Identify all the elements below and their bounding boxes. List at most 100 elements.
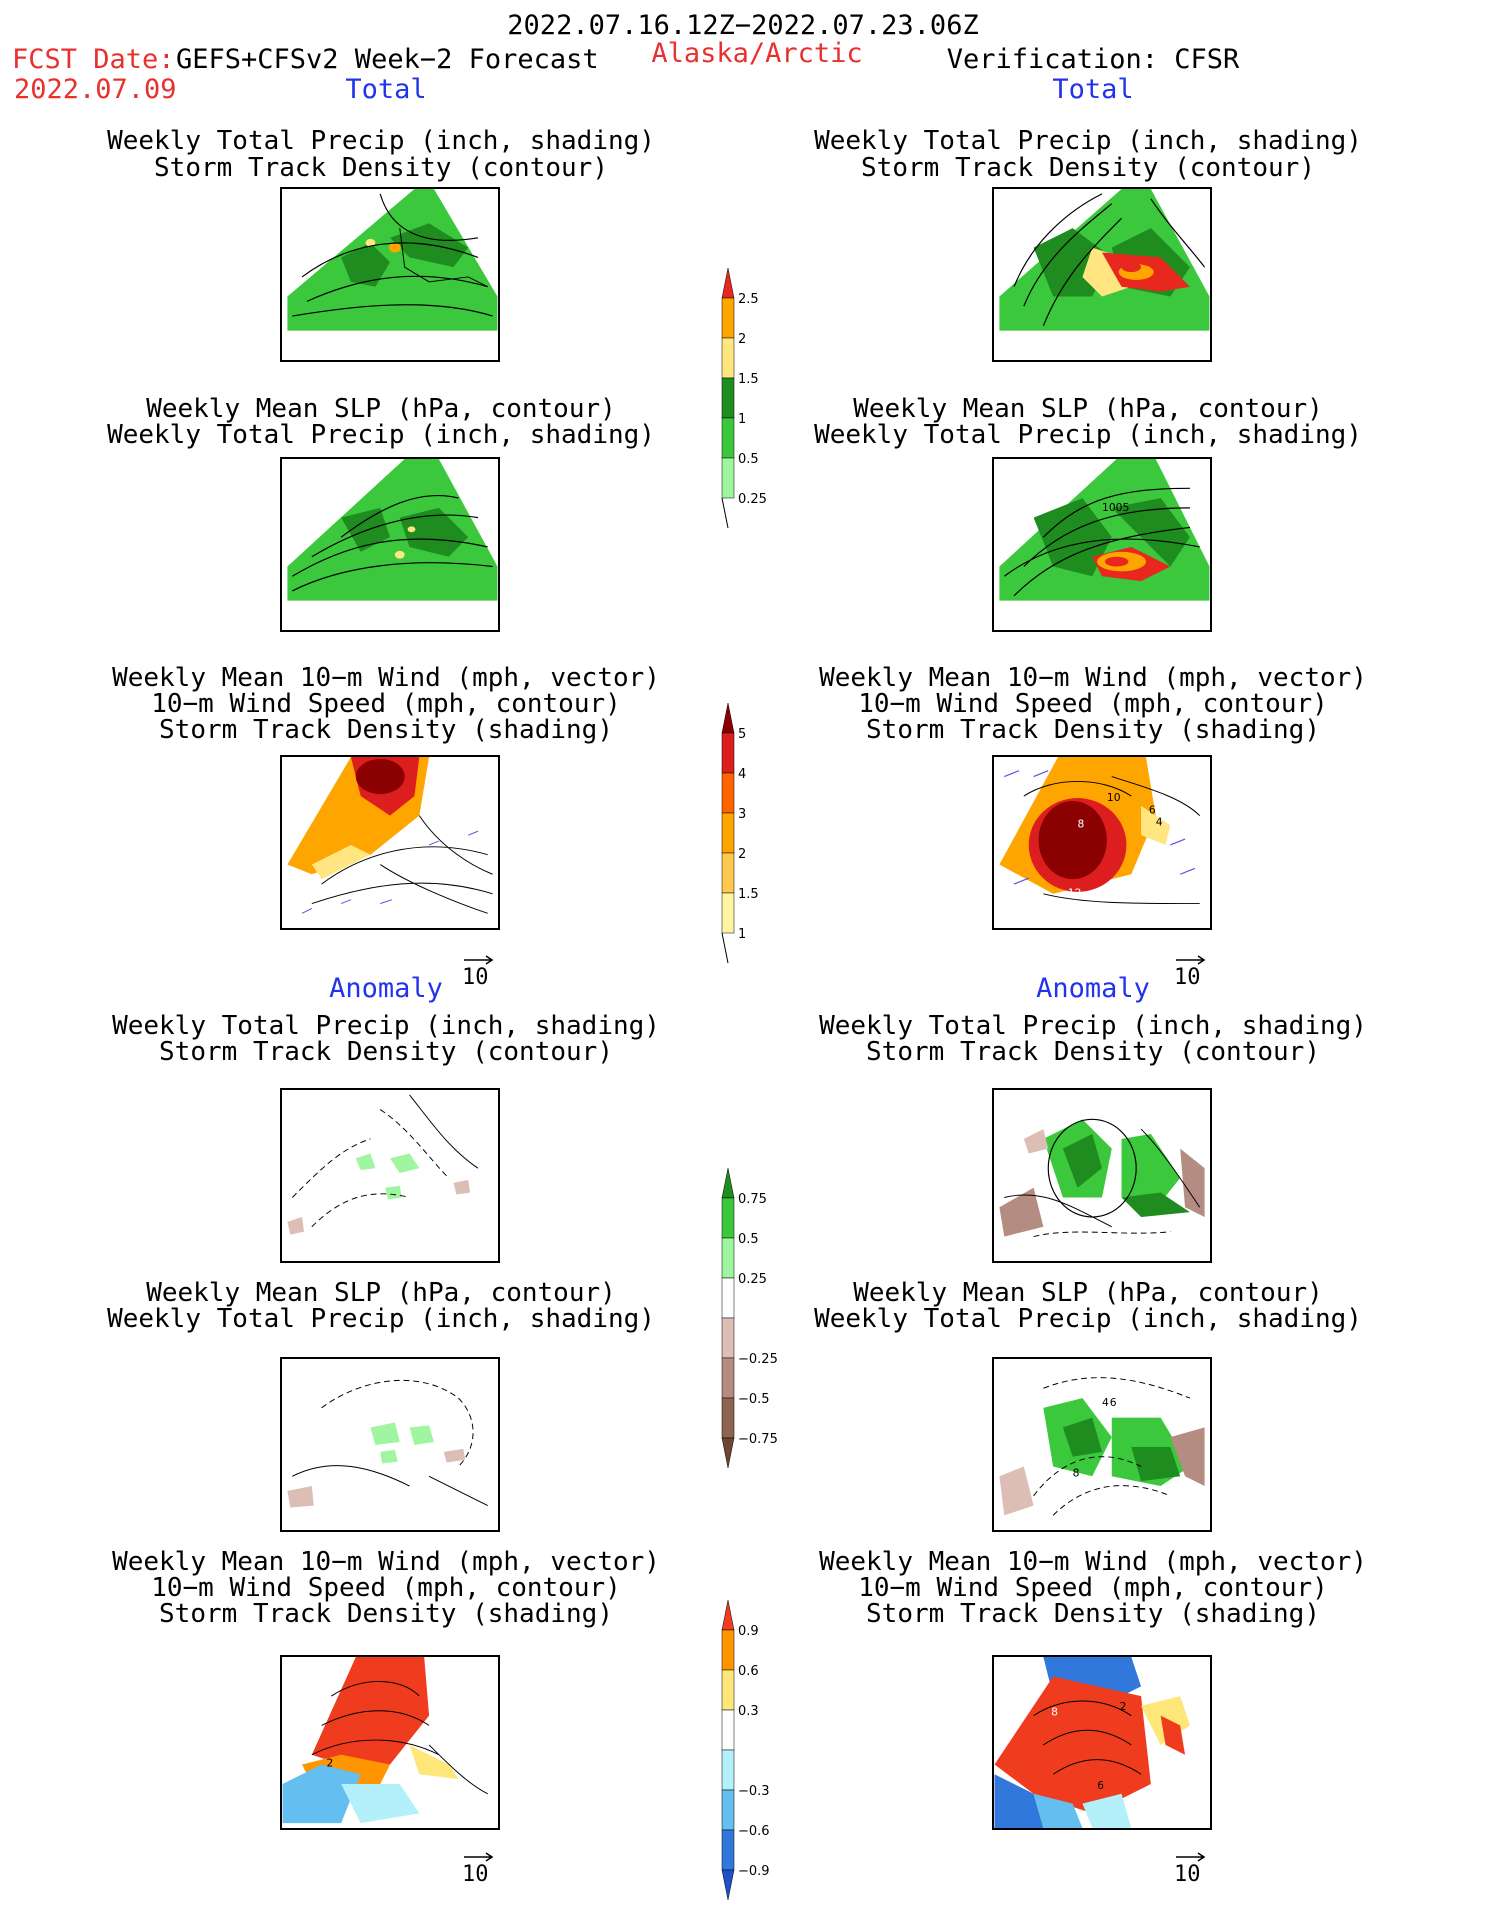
left-anom-slp-title-2: Weekly Total Precip (inch, shading) <box>107 1304 655 1334</box>
colorbar-tail <box>721 932 729 964</box>
colorbar-tick-label: 0.6 <box>738 1664 759 1679</box>
colorbar-swatch <box>721 457 735 499</box>
left-anom-wind-title-1: Weekly Mean 10−m Wind (mph, vector) <box>112 1547 660 1577</box>
vector-ref-right-total-value: 10 <box>1174 965 1201 990</box>
vector-ref-right-total: 10 <box>1174 955 1208 990</box>
fcst-date-label: FCST Date: <box>12 44 175 75</box>
right-total-label: Total <box>1052 74 1134 105</box>
colorbar-tick-label: 1 <box>738 412 746 427</box>
fcst-date: 2022.07.09 <box>14 74 177 105</box>
colorbar-tick-label: −0.6 <box>738 1824 770 1839</box>
right-anom-wind-title-1: Weekly Mean 10−m Wind (mph, vector) <box>819 1547 1367 1577</box>
colorbar-swatch <box>721 1237 735 1279</box>
right-anom-slp-title-2: Weekly Total Precip (inch, shading) <box>814 1304 1362 1334</box>
right-total-wind-title-2: 10−m Wind Speed (mph, contour) <box>858 689 1328 719</box>
wind-contour-label-1: 10 <box>1107 791 1121 804</box>
left-anom-precip-title-2: Storm Track Density (contour) <box>159 1037 613 1067</box>
left-total-precip-title-1: Weekly Total Precip (inch, shading) <box>107 126 655 156</box>
colorbar-tick-label: −0.9 <box>738 1864 770 1879</box>
left-total-label: Total <box>345 74 427 105</box>
left-total-slp-title-2: Weekly Total Precip (inch, shading) <box>107 420 655 450</box>
wind-contour-label-5: 12 <box>1068 887 1082 900</box>
colorbar-swatch <box>721 1709 735 1751</box>
colorbar-tick-label: −0.5 <box>738 1392 770 1407</box>
colorbar-precip-anom: 0.75 0.5 0.25 −0.25 −0.5 −0.75 <box>718 1167 788 1469</box>
colorbar-swatch <box>721 1197 735 1239</box>
colorbar-tick-label: −0.3 <box>738 1784 770 1799</box>
vector-ref-right-anom: 10 <box>1174 1852 1208 1887</box>
right-total-wind-title-1: Weekly Mean 10−m Wind (mph, vector) <box>819 663 1367 693</box>
colorbar-tick-label: 3 <box>738 807 746 822</box>
map-left-anom-precip <box>280 1088 500 1263</box>
colorbar-tick-label: 0.25 <box>738 492 767 507</box>
left-anom-slp-title-1: Weekly Mean SLP (hPa, contour) <box>146 1278 616 1308</box>
wind-contour-label-3: 4 <box>1156 815 1163 828</box>
right-anom-precip-title-1: Weekly Total Precip (inch, shading) <box>819 1011 1367 1041</box>
right-anom-slp-title-1: Weekly Mean SLP (hPa, contour) <box>853 1278 1323 1308</box>
right-anom-wind-title-3: Storm Track Density (shading) <box>866 1599 1320 1629</box>
colorbar-storm-total: 5 4 3 2 1.5 1 <box>718 702 788 993</box>
colorbar-tick-label: 4 <box>738 767 746 782</box>
map-right-anom-slp: 4 6 8 <box>992 1357 1212 1532</box>
left-total-slp-title-1: Weekly Mean SLP (hPa, contour) <box>146 394 616 424</box>
colorbar-swatch <box>721 337 735 379</box>
anom-wind-label: 2 <box>326 1756 333 1769</box>
colorbar-top-triangle <box>721 702 735 734</box>
colorbar-swatch <box>721 852 735 894</box>
left-total-wind-title-1: Weekly Mean 10−m Wind (mph, vector) <box>112 663 660 693</box>
colorbar-swatch <box>721 1317 735 1359</box>
colorbar-top-triangle <box>721 1599 735 1631</box>
colorbar-tick-label: 2 <box>738 847 746 862</box>
anom-slp-label-1: 4 <box>1102 1396 1109 1409</box>
vector-ref-right-anom-value: 10 <box>1174 1862 1201 1887</box>
map-left-total-wind <box>280 755 500 930</box>
colorbar-tick-label: 2.5 <box>738 292 759 307</box>
colorbar-precip-total: 2.5 2 1.5 1 0.5 0.25 <box>718 267 788 558</box>
colorbar-tick-label: 0.5 <box>738 452 759 467</box>
colorbar-tick-label: 1 <box>738 927 746 942</box>
valid-period: 2022.07.16.12Z−2022.07.23.06Z <box>507 10 979 41</box>
map-left-anom-wind: 2 <box>280 1655 500 1830</box>
region-label: Alaska/Arctic <box>651 38 863 69</box>
colorbar-tail <box>721 497 729 529</box>
colorbar-swatch <box>721 377 735 419</box>
colorbar-storm-total-svg: 5 4 3 2 1.5 1 <box>721 702 759 964</box>
colorbar-bottom-triangle <box>721 1437 735 1469</box>
right-total-wind-title-3: Storm Track Density (shading) <box>866 715 1320 745</box>
vector-ref-left-anom-value: 10 <box>462 1862 489 1887</box>
map-right-anom-wind: 8 2 6 <box>992 1655 1212 1830</box>
colorbar-tick-label: −0.75 <box>738 1432 778 1447</box>
colorbar-top-triangle <box>721 1167 735 1199</box>
colorbar-tick-label: 0.75 <box>738 1192 767 1207</box>
right-total-precip-title-2: Storm Track Density (contour) <box>861 153 1315 183</box>
colorbar-tick-label: 1.5 <box>738 887 759 902</box>
colorbar-swatch <box>721 812 735 854</box>
colorbar-tick-label: 2 <box>738 332 746 347</box>
left-anom-wind-title-2: 10−m Wind Speed (mph, contour) <box>151 1573 621 1603</box>
colorbar-swatch <box>721 417 735 459</box>
colorbar-storm-anom-svg: 0.9 0.6 0.3 −0.3 −0.6 −0.9 <box>721 1599 770 1901</box>
left-anomaly-label: Anomaly <box>329 973 443 1004</box>
slp-contour-label: 1005 <box>1102 501 1129 514</box>
vector-ref-left-anom: 10 <box>462 1852 496 1887</box>
colorbar-swatch <box>721 1669 735 1711</box>
colorbar-swatch <box>721 1749 735 1791</box>
colorbar-tick-label: −0.25 <box>738 1352 778 1367</box>
colorbar-swatch <box>721 1829 735 1871</box>
colorbar-tick-label: 0.9 <box>738 1624 759 1639</box>
colorbar-swatch <box>721 892 735 934</box>
colorbar-bottom-triangle <box>721 1869 735 1901</box>
left-anom-wind-title-3: Storm Track Density (shading) <box>159 1599 613 1629</box>
anom-wind-label-1: 8 <box>1051 1706 1058 1719</box>
wind-contour-label-2: 6 <box>1149 804 1156 817</box>
colorbar-swatch <box>721 1789 735 1831</box>
fcst-model: GEFS+CFSv2 Week−2 Forecast <box>176 44 599 75</box>
colorbar-tick-label: 5 <box>738 727 746 742</box>
colorbar-swatch <box>721 732 735 774</box>
map-left-total-slp <box>280 457 500 632</box>
colorbar-tick-label: 1.5 <box>738 372 759 387</box>
colorbar-swatch <box>721 1357 735 1399</box>
map-right-anom-precip <box>992 1088 1212 1263</box>
colorbar-precip-anom-svg: 0.75 0.5 0.25 −0.25 −0.5 −0.75 <box>721 1167 778 1469</box>
right-total-precip-title-1: Weekly Total Precip (inch, shading) <box>814 126 1362 156</box>
